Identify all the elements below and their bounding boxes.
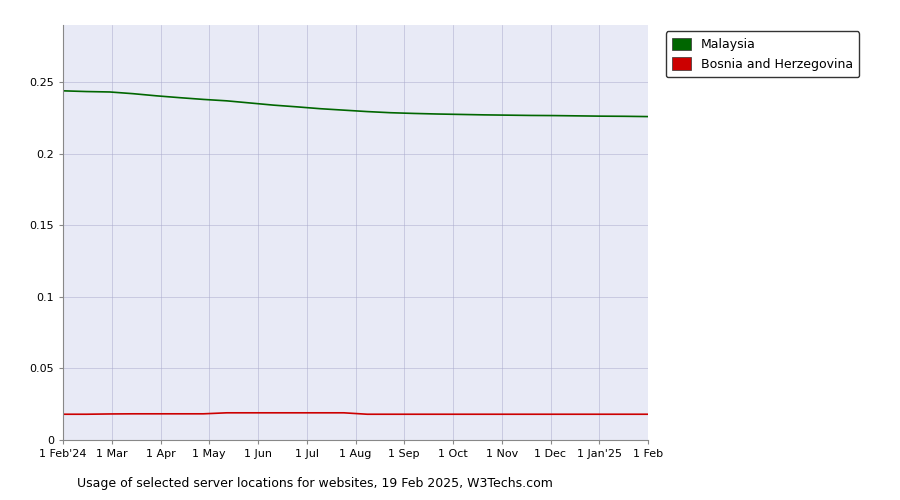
Text: Usage of selected server locations for websites, 19 Feb 2025, W3Techs.com: Usage of selected server locations for w… <box>77 477 553 490</box>
Legend: Malaysia, Bosnia and Herzegovina: Malaysia, Bosnia and Herzegovina <box>666 31 860 77</box>
